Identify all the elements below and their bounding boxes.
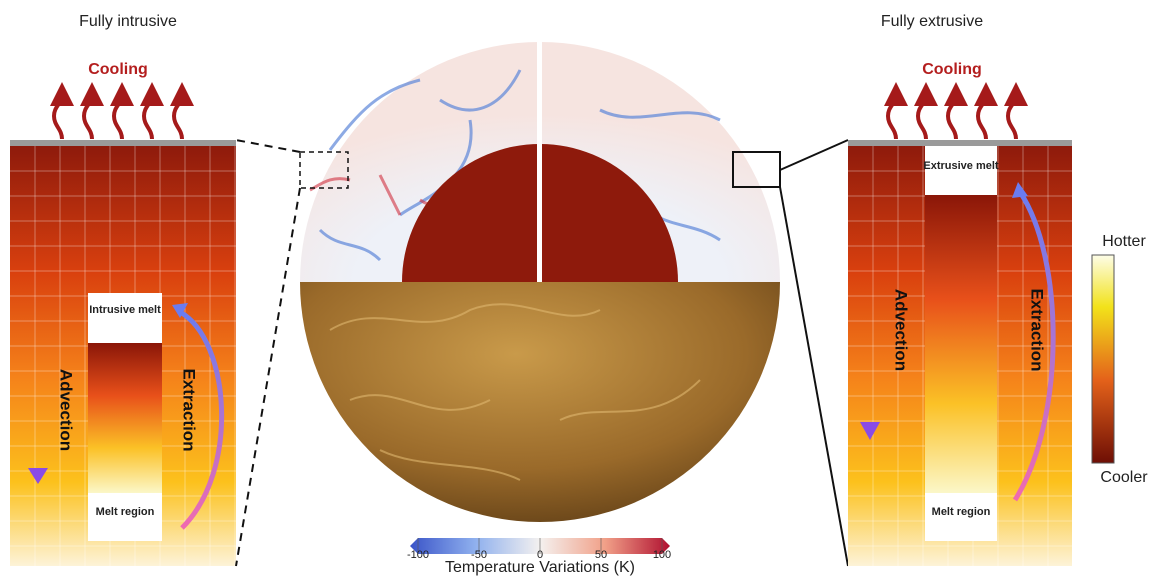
tick-label: 100 — [653, 549, 671, 561]
extraction-label: Extraction — [180, 368, 199, 451]
panel-title: Fully intrusive — [79, 13, 177, 30]
scale-bottom-label: Cooler — [1100, 469, 1148, 486]
melt-column — [925, 195, 997, 493]
panel-title: Fully extrusive — [881, 13, 983, 30]
cooling-arrows — [888, 94, 1016, 139]
zoom-line — [236, 188, 300, 566]
extraction-label: Extraction — [1028, 288, 1047, 371]
colorbar-label: Temperature Variations (K) — [445, 559, 635, 576]
globe — [300, 40, 780, 522]
melt-region-label: Melt region — [96, 506, 155, 518]
scale-top-label: Hotter — [1102, 233, 1146, 250]
cooling-label: Cooling — [88, 61, 148, 78]
tick-label: -100 — [407, 549, 429, 561]
temperature-scale — [1092, 255, 1114, 463]
melt-region-label: Melt region — [932, 506, 991, 518]
melt-box-label: Extrusive melt — [923, 160, 999, 172]
advection-label: Advection — [892, 289, 911, 371]
cooling-label: Cooling — [922, 61, 982, 78]
advection-label: Advection — [57, 369, 76, 451]
melt-box — [88, 293, 162, 343]
melt-box-label: Intrusive melt — [89, 304, 161, 316]
zoom-line — [780, 187, 848, 566]
surface — [10, 140, 236, 146]
zoom-line — [236, 140, 300, 152]
figure: Fully intrusive Cooling Intrusive melt M… — [0, 0, 1156, 578]
surface — [848, 140, 1072, 146]
melt-column — [88, 343, 162, 493]
cooling-arrows — [54, 94, 182, 139]
zoom-line — [780, 140, 848, 170]
